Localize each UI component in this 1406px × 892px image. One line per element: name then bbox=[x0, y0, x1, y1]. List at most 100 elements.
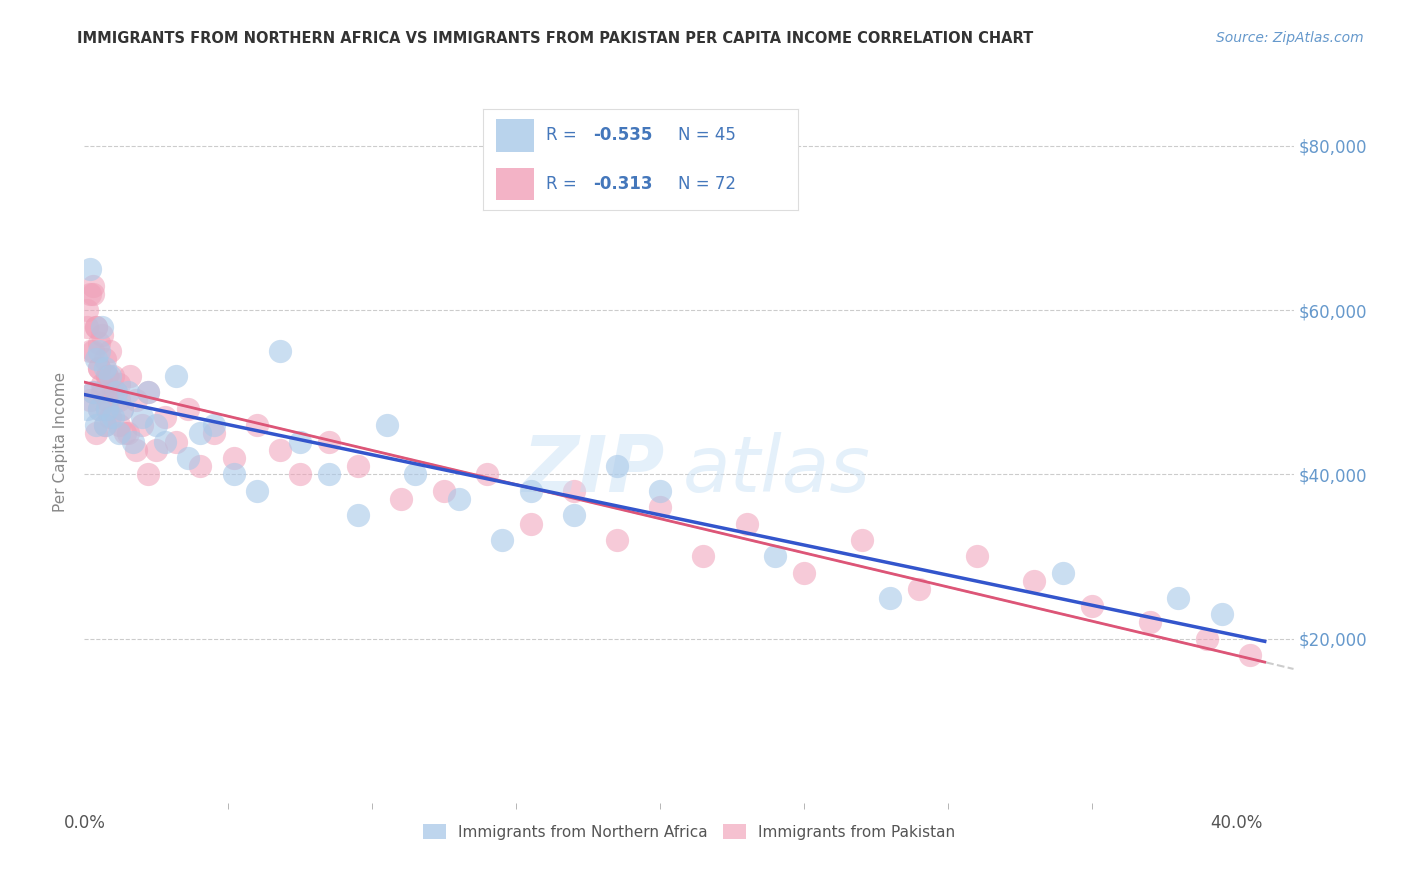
Point bbox=[1197, 632, 1219, 646]
Point bbox=[105, 385, 128, 400]
Point bbox=[76, 319, 98, 334]
Point bbox=[389, 491, 412, 506]
Point bbox=[879, 591, 901, 605]
Point bbox=[84, 319, 107, 334]
Point bbox=[90, 377, 112, 392]
Point bbox=[136, 385, 159, 400]
Point bbox=[153, 409, 176, 424]
Point bbox=[82, 385, 104, 400]
Point bbox=[347, 459, 370, 474]
Point bbox=[93, 352, 115, 367]
Point bbox=[562, 483, 585, 498]
Point bbox=[136, 385, 159, 400]
Point bbox=[447, 491, 470, 506]
Point bbox=[966, 549, 988, 564]
Point bbox=[246, 483, 269, 498]
Point bbox=[145, 442, 167, 457]
Point bbox=[650, 483, 672, 498]
Point bbox=[87, 401, 110, 416]
Point bbox=[87, 360, 110, 375]
Point bbox=[79, 344, 101, 359]
Point bbox=[120, 368, 142, 383]
Point bbox=[108, 418, 131, 433]
Text: Source: ZipAtlas.com: Source: ZipAtlas.com bbox=[1216, 31, 1364, 45]
Point bbox=[105, 385, 128, 400]
Point bbox=[145, 418, 167, 433]
Point bbox=[82, 385, 104, 400]
Point bbox=[433, 483, 456, 498]
Point bbox=[98, 409, 121, 424]
Point bbox=[166, 368, 188, 383]
Point bbox=[79, 262, 101, 277]
Point bbox=[166, 434, 188, 449]
Point bbox=[108, 377, 131, 392]
Point bbox=[606, 533, 628, 547]
Point bbox=[111, 401, 134, 416]
Point bbox=[519, 483, 541, 498]
Point bbox=[188, 459, 211, 474]
Point bbox=[290, 467, 312, 482]
Point bbox=[136, 467, 159, 482]
Point bbox=[269, 442, 291, 457]
Point bbox=[202, 426, 225, 441]
Point bbox=[98, 368, 121, 383]
Point bbox=[84, 319, 107, 334]
Point bbox=[108, 393, 131, 408]
Point bbox=[131, 409, 153, 424]
Point bbox=[93, 360, 115, 375]
Point bbox=[87, 336, 110, 351]
Point bbox=[84, 352, 107, 367]
Point bbox=[125, 393, 148, 408]
Point bbox=[87, 360, 110, 375]
Point bbox=[101, 368, 124, 383]
Y-axis label: Per Capita Income: Per Capita Income bbox=[53, 371, 69, 512]
Point bbox=[96, 401, 118, 416]
Point bbox=[650, 500, 672, 515]
Point bbox=[606, 459, 628, 474]
Point bbox=[76, 303, 98, 318]
Legend: Immigrants from Northern Africa, Immigrants from Pakistan: Immigrants from Northern Africa, Immigra… bbox=[416, 818, 962, 846]
Point bbox=[114, 426, 136, 441]
Point bbox=[101, 409, 124, 424]
Point bbox=[79, 286, 101, 301]
Point bbox=[851, 533, 873, 547]
Point bbox=[122, 434, 145, 449]
Point bbox=[90, 385, 112, 400]
Point bbox=[1211, 607, 1233, 621]
Point bbox=[76, 401, 98, 416]
Point bbox=[90, 319, 112, 334]
Point bbox=[125, 442, 148, 457]
Point bbox=[562, 508, 585, 523]
Point bbox=[222, 450, 245, 465]
Point bbox=[375, 418, 398, 433]
Point bbox=[87, 344, 110, 359]
Point bbox=[269, 344, 291, 359]
Point bbox=[117, 426, 139, 441]
Point bbox=[131, 418, 153, 433]
Point bbox=[246, 418, 269, 433]
Point bbox=[1167, 591, 1189, 605]
Point bbox=[1024, 574, 1046, 588]
Point bbox=[735, 516, 758, 531]
Point bbox=[222, 467, 245, 482]
Point bbox=[93, 418, 115, 433]
Point bbox=[82, 278, 104, 293]
Point bbox=[1081, 599, 1104, 613]
Point bbox=[90, 327, 112, 342]
Point bbox=[290, 434, 312, 449]
Text: ZIP: ZIP bbox=[523, 433, 665, 508]
Point bbox=[84, 426, 107, 441]
Point bbox=[763, 549, 786, 564]
Point bbox=[793, 566, 815, 580]
Point bbox=[1239, 648, 1261, 662]
Text: IMMIGRANTS FROM NORTHERN AFRICA VS IMMIGRANTS FROM PAKISTAN PER CAPITA INCOME CO: IMMIGRANTS FROM NORTHERN AFRICA VS IMMIG… bbox=[77, 31, 1033, 46]
Point bbox=[96, 401, 118, 416]
Point bbox=[202, 418, 225, 433]
Point bbox=[82, 344, 104, 359]
Point bbox=[347, 508, 370, 523]
Point bbox=[318, 434, 340, 449]
Point bbox=[1052, 566, 1074, 580]
Point bbox=[692, 549, 714, 564]
Point bbox=[117, 385, 139, 400]
Point bbox=[82, 286, 104, 301]
